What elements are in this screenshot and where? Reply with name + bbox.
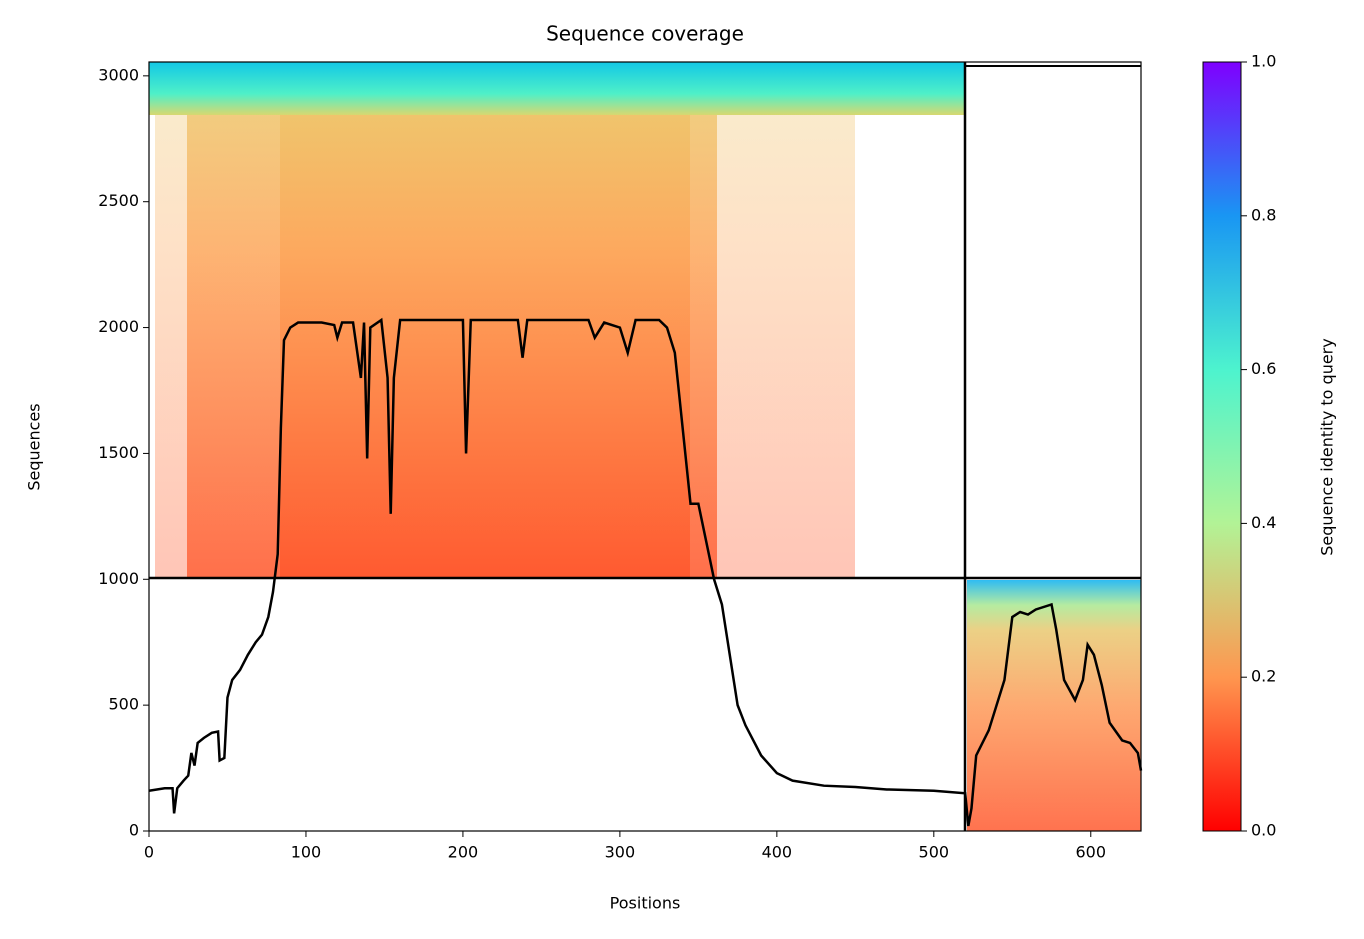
x-tick-label: 200 xyxy=(448,843,479,862)
colorbar xyxy=(1202,61,1242,832)
x-tick-label: 300 xyxy=(605,843,636,862)
y-tick-label: 1500 xyxy=(98,443,139,462)
x-tick-label: 0 xyxy=(144,843,154,862)
colorbar-label: Sequence identity to query xyxy=(1318,338,1337,555)
x-tick-label: 600 xyxy=(1075,843,1106,862)
coverage-line xyxy=(148,317,1143,827)
y-tick-label: 1000 xyxy=(98,569,139,588)
y-tick-label: 2500 xyxy=(98,191,139,210)
y-tick-label: 3000 xyxy=(98,65,139,84)
colorbar-tick-label: 0.0 xyxy=(1251,821,1276,840)
y-tick-label: 500 xyxy=(108,695,139,714)
chart-title: Sequence coverage xyxy=(546,22,744,46)
y-tick-label: 2000 xyxy=(98,317,139,336)
heatmap-block xyxy=(280,115,690,578)
y-axis-label: Sequences xyxy=(25,403,44,490)
x-tick-label: 400 xyxy=(762,843,793,862)
heatmap-block xyxy=(149,62,965,115)
y-tick-label: 0 xyxy=(129,821,139,840)
colorbar-tick-label: 0.6 xyxy=(1251,359,1276,378)
colorbar-tick-label: 0.2 xyxy=(1251,667,1276,686)
colorbar-tick-label: 1.0 xyxy=(1251,52,1276,71)
colorbar-tick-label: 0.8 xyxy=(1251,205,1276,224)
x-axis-label: Positions xyxy=(610,894,681,913)
x-tick-label: 100 xyxy=(291,843,322,862)
colorbar-tick-label: 0.4 xyxy=(1251,513,1276,532)
plot-frame xyxy=(148,61,1142,832)
x-tick-label: 500 xyxy=(919,843,950,862)
